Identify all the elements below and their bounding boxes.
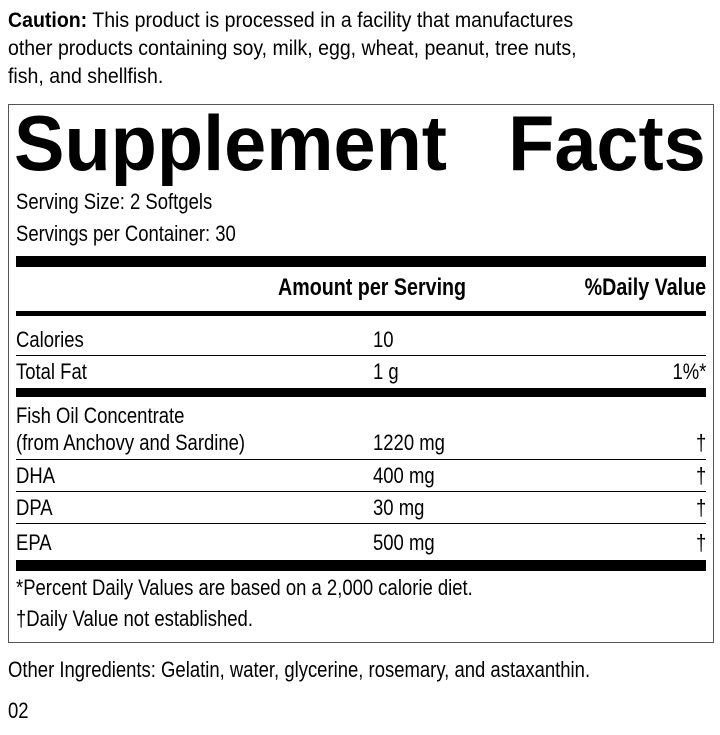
row-name: Calories — [16, 327, 84, 352]
row-dv: 1%* — [672, 359, 706, 384]
divider-thin — [16, 523, 706, 524]
row-amount: 1 g — [373, 359, 399, 384]
row-dv: † — [695, 430, 706, 455]
row-name-sub: (from Anchovy and Sardine) — [16, 430, 246, 455]
row-name: DPA — [16, 495, 53, 520]
caution-line: other products containing soy, milk, egg… — [8, 37, 577, 60]
header-daily-value: %Daily Value — [584, 274, 706, 301]
row-amount: 400 mg — [373, 463, 435, 488]
row-amount: 1220 mg — [373, 430, 445, 455]
row-amount: 30 mg — [373, 495, 425, 520]
product-code: 02 — [8, 698, 29, 723]
supplement-facts-panel — [8, 104, 714, 643]
servings-per-container: Servings per Container: 30 — [16, 221, 236, 246]
divider-thick — [16, 256, 706, 267]
row-name: Fish Oil Concentrate — [16, 403, 185, 428]
caution-label: Caution: — [8, 9, 88, 32]
row-name: DHA — [16, 463, 56, 488]
header-amount: Amount per Serving — [278, 274, 467, 301]
panel-title-left: Supplement — [14, 99, 447, 187]
divider-thin — [16, 491, 706, 492]
row-dv: † — [695, 463, 706, 488]
panel-title-right: Facts — [508, 99, 706, 187]
divider-thick — [16, 388, 706, 397]
divider-thick — [16, 560, 706, 571]
other-ingredients: Other Ingredients: Gelatin, water, glyce… — [8, 657, 591, 682]
serving-size: Serving Size: 2 Softgels — [16, 189, 213, 214]
footnote-percent-dv: *Percent Daily Values are based on a 2,0… — [16, 575, 473, 600]
divider-thick — [16, 311, 706, 316]
row-dv: † — [695, 530, 706, 555]
row-name: EPA — [16, 530, 52, 555]
divider-thin — [16, 459, 706, 460]
footnote-dv-not-established: †Daily Value not established. — [16, 606, 253, 631]
caution-line: This product is processed in a facility … — [87, 9, 574, 32]
row-dv: † — [695, 495, 706, 520]
divider-thin — [16, 355, 706, 356]
row-amount: 500 mg — [373, 530, 435, 555]
caution-line: fish, and shellfish. — [8, 65, 164, 88]
row-amount: 10 — [373, 327, 394, 352]
row-name: Total Fat — [16, 359, 87, 384]
